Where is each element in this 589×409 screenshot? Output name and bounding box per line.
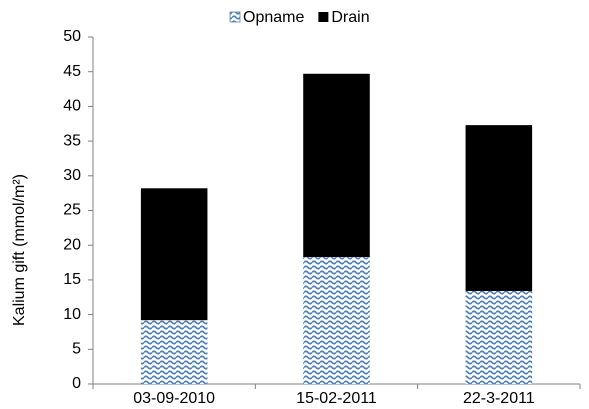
- legend-label: Drain: [331, 9, 369, 26]
- y-tick-label: 40: [63, 98, 81, 115]
- bar-segment: [140, 188, 208, 321]
- y-tick-label: 15: [63, 271, 81, 288]
- x-tick-label: 03-09-2010: [133, 390, 215, 407]
- y-tick-label: 20: [63, 236, 81, 253]
- y-tick-label: 10: [63, 306, 81, 323]
- y-tick-label: 35: [63, 132, 81, 149]
- bar-segment: [303, 73, 370, 257]
- legend-swatch: [318, 12, 329, 22]
- bar-segment: [303, 256, 370, 384]
- y-tick-label: 0: [72, 375, 81, 392]
- y-tick-label: 45: [63, 63, 81, 80]
- y-tick-label: 25: [63, 202, 81, 219]
- y-tick-label: 5: [72, 341, 81, 358]
- x-tick-label: 15-02-2011: [296, 390, 377, 407]
- bar-segment: [465, 291, 533, 384]
- y-tick-label: 30: [63, 167, 81, 184]
- bar-segment: [465, 125, 533, 292]
- bar-segment: [140, 320, 208, 384]
- x-tick-label: 22-3-2011: [463, 390, 535, 407]
- y-axis-label: Kalium gift (mmol/m²): [11, 174, 28, 326]
- legend-label: Opname: [243, 9, 304, 26]
- legend-swatch: [229, 11, 241, 23]
- y-tick-label: 50: [63, 28, 81, 45]
